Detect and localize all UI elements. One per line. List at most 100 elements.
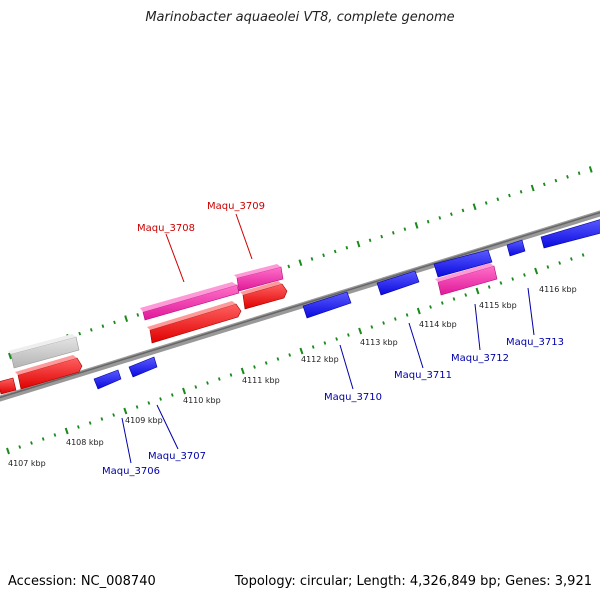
gene-maqu-3707[interactable]	[128, 356, 158, 378]
lower-tick-minor	[41, 437, 45, 441]
upper-tick-minor	[496, 197, 500, 202]
gene-forward-red-1[interactable]	[0, 377, 17, 395]
lower-tick-minor	[487, 285, 491, 289]
gene-pink-reverse[interactable]	[435, 263, 498, 296]
lower-tick-major	[475, 287, 480, 295]
lower-tick-major	[64, 427, 69, 435]
upper-tick-minor	[484, 201, 488, 205]
lower-tick-minor	[511, 277, 515, 281]
gene-label-maqu-3713: Maqu_3713	[506, 337, 564, 348]
gene-pseudo-gray[interactable]	[8, 334, 80, 369]
lower-tick-minor	[429, 305, 432, 309]
gene-maqu-3706[interactable]	[93, 369, 122, 390]
upper-tick-major	[588, 166, 593, 173]
lower-tick-minor	[112, 413, 116, 417]
gene-maqu-3708[interactable]	[140, 282, 240, 321]
upper-tick-minor	[333, 249, 337, 254]
lower-tick-minor	[206, 381, 209, 385]
lower-tick-minor	[18, 445, 22, 449]
gene-label-maqu-3709: Maqu_3709	[207, 201, 265, 212]
scale-label-4109: 4109 kbp	[125, 416, 163, 425]
lower-tick-minor	[194, 385, 198, 389]
gene-maqu-3709[interactable]	[234, 264, 284, 292]
lower-tick-minor	[30, 441, 33, 445]
lower-tick-minor	[170, 393, 174, 397]
upper-tick-minor	[368, 238, 372, 243]
lower-tick-minor	[100, 417, 104, 421]
gene-forward-red-2[interactable]	[15, 355, 83, 390]
lower-tick-minor	[440, 301, 444, 305]
lower-tick-minor	[464, 293, 468, 297]
gene-label-maqu-3712: Maqu_3712	[451, 353, 509, 364]
upper-tick-minor	[438, 216, 442, 220]
upper-tick-major	[298, 259, 303, 267]
gene-label-maqu-3706: Maqu_3706	[102, 466, 160, 477]
gene-label-maqu-3708: Maqu_3708	[137, 223, 195, 234]
gene-maqu-3713-a[interactable]	[506, 239, 526, 257]
lower-tick-minor	[546, 265, 550, 269]
upper-tick-major	[356, 240, 361, 248]
gene-label-maqu-3710: Maqu_3710	[324, 392, 382, 403]
gene-label-maqu-3707: Maqu_3707	[148, 451, 206, 462]
accession-text: Accession: NC_008740	[8, 574, 156, 589]
upper-tick-minor	[287, 264, 291, 269]
lower-tick-minor	[452, 297, 456, 301]
lower-tick-minor	[581, 253, 585, 257]
lower-tick-minor	[393, 317, 397, 321]
gene-forward-red-3[interactable]	[147, 301, 242, 344]
upper-tick-minor	[136, 313, 140, 317]
upper-tick-minor	[542, 182, 546, 187]
gene-maqu-3713[interactable]	[540, 219, 600, 249]
upper-tick-minor	[322, 253, 325, 258]
upper-tick-major	[530, 184, 535, 192]
scale-label-4108: 4108 kbp	[66, 438, 104, 447]
upper-tick-minor	[310, 257, 314, 261]
upper-tick-minor	[78, 331, 82, 336]
lower-tick-track	[6, 253, 585, 455]
upper-tick-minor	[426, 219, 430, 224]
scale-label-4112: 4112 kbp	[301, 355, 339, 364]
upper-tick-minor	[101, 324, 105, 328]
upper-tick-minor	[519, 190, 523, 194]
lower-tick-major	[240, 367, 245, 375]
lower-tick-major	[534, 267, 539, 275]
gene-maqu-3711[interactable]	[376, 270, 420, 296]
upper-tick-minor	[89, 328, 93, 332]
lower-tick-minor	[382, 321, 385, 325]
upper-tick-minor	[566, 175, 569, 179]
gene-forward-red-4[interactable]	[240, 281, 288, 310]
upper-tick-minor	[113, 320, 116, 325]
scale-label-4110: 4110 kbp	[183, 396, 221, 405]
lower-tick-major	[182, 387, 187, 395]
lower-tick-minor	[347, 333, 350, 337]
lower-tick-minor	[558, 261, 562, 265]
gene-maqu-3712[interactable]	[433, 249, 493, 278]
upper-tick-minor	[391, 231, 395, 235]
upper-tick-major	[472, 203, 477, 211]
lower-tick-minor	[288, 353, 292, 357]
lower-tick-minor	[323, 341, 327, 345]
lower-tick-minor	[405, 313, 409, 317]
scale-label-4114: 4114 kbp	[419, 320, 457, 329]
lower-tick-major	[299, 347, 304, 355]
lower-tick-major	[6, 447, 10, 455]
upper-tick-major	[414, 222, 419, 229]
upper-tick-minor	[380, 234, 384, 239]
upper-tick-minor	[508, 193, 511, 198]
upper-tick-minor	[461, 208, 465, 213]
lower-tick-minor	[523, 273, 526, 277]
lower-tick-minor	[53, 433, 57, 437]
lower-tick-minor	[311, 345, 315, 349]
lower-tick-major	[416, 307, 421, 315]
lower-tick-minor	[264, 361, 268, 365]
lower-tick-minor	[370, 325, 374, 329]
scale-label-4116: 4116 kbp	[539, 285, 577, 294]
gene-maqu-3710[interactable]	[302, 291, 352, 319]
lower-tick-minor	[77, 425, 80, 429]
lower-tick-minor	[253, 365, 256, 369]
lower-tick-minor	[88, 421, 92, 425]
lower-tick-minor	[135, 405, 139, 409]
upper-tick-major	[8, 352, 12, 360]
